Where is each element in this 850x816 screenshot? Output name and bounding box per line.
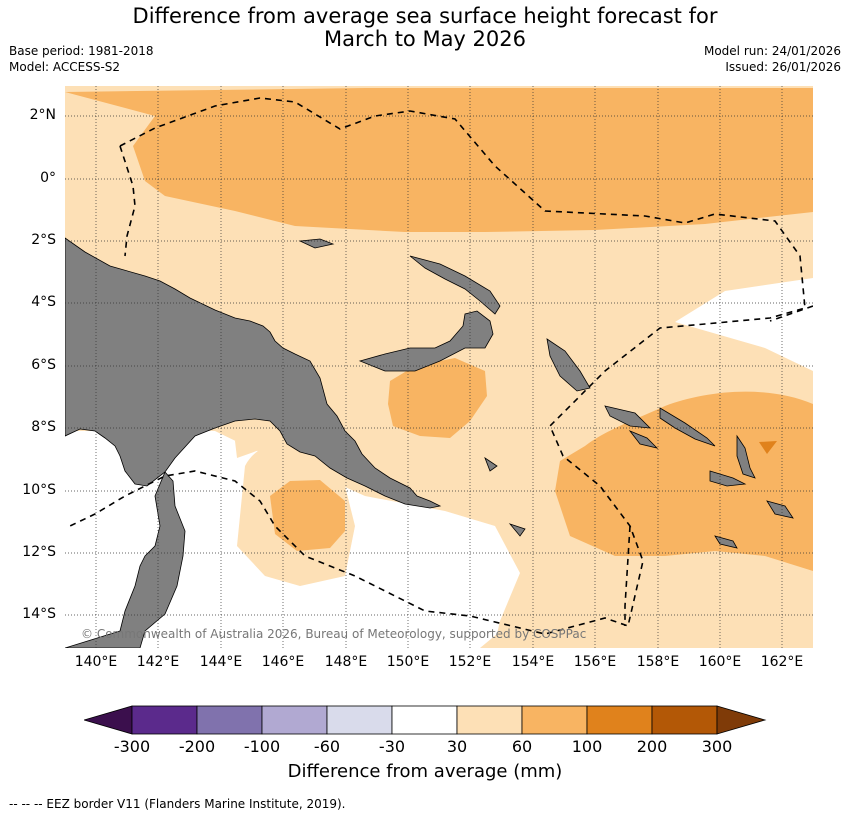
colorbar-tick-neg300: -300 bbox=[113, 737, 151, 756]
eez-border-east bbox=[769, 305, 813, 322]
lat-label-6s: 6°S bbox=[31, 357, 56, 373]
colorbar-tick-neg100: -100 bbox=[243, 737, 281, 756]
meta-left: Base period: 1981-2018 Model: ACCESS-S2 bbox=[9, 43, 154, 75]
lon-label-140e: 140°E bbox=[74, 654, 118, 670]
lon-label-148e: 148°E bbox=[324, 654, 368, 670]
colorbar-extend-low bbox=[84, 705, 133, 735]
lat-label-8s: 8°S bbox=[31, 419, 56, 435]
colorbar-tick-300: 300 bbox=[701, 737, 733, 756]
very-high-spot bbox=[759, 441, 777, 454]
cape-york-peninsula bbox=[65, 471, 186, 648]
colorbar-cell bbox=[586, 705, 653, 735]
title-line-1: Difference from average sea surface heig… bbox=[132, 4, 718, 28]
lat-label-2n: 2°N bbox=[29, 107, 56, 123]
lon-label-154e: 154°E bbox=[511, 654, 555, 670]
colorbar-extend-high bbox=[716, 705, 767, 735]
lon-label-144e: 144°E bbox=[199, 654, 243, 670]
colorbar-tick-30: 30 bbox=[446, 737, 468, 756]
neutral-region-east bbox=[675, 278, 813, 371]
graticule bbox=[65, 86, 813, 648]
colorbar-cell bbox=[521, 705, 588, 735]
colorbar bbox=[84, 705, 767, 735]
lat-label-0: 0° bbox=[40, 170, 56, 186]
lon-label-158e: 158°E bbox=[636, 654, 680, 670]
copyright-notice: © Commonwealth of Australia 2026, Bureau… bbox=[81, 627, 586, 641]
issued-date: Issued: 26/01/2026 bbox=[725, 60, 841, 74]
moderate-region-se bbox=[575, 616, 813, 648]
small-island-4 bbox=[484, 456, 498, 472]
model-name: Model: ACCESS-S2 bbox=[9, 60, 121, 74]
lon-label-146e: 146°E bbox=[261, 654, 305, 670]
colorbar-tick-100: 100 bbox=[571, 737, 603, 756]
eez-borders bbox=[69, 97, 813, 635]
small-island-3 bbox=[714, 535, 738, 549]
high-region-solomons bbox=[555, 391, 813, 571]
colorbar-cells bbox=[84, 705, 767, 735]
new-ireland-island bbox=[409, 255, 501, 315]
colorbar-cell bbox=[651, 705, 718, 735]
small-island-2 bbox=[766, 500, 794, 519]
colorbar-tick-neg200: -200 bbox=[178, 737, 216, 756]
meta-right: Model run: 24/01/2026 Issued: 26/01/2026 bbox=[704, 43, 841, 75]
lon-label-152e: 152°E bbox=[448, 654, 492, 670]
lat-label-10s: 10°S bbox=[22, 482, 56, 498]
new-britain-island bbox=[358, 310, 494, 372]
lat-label-2s: 2°S bbox=[31, 232, 56, 248]
base-period: Base period: 1981-2018 bbox=[9, 44, 154, 58]
eez-border-solomon bbox=[624, 525, 631, 626]
colorbar-cell bbox=[196, 705, 263, 735]
colorbar-cell bbox=[391, 705, 458, 735]
title-line-2: March to May 2026 bbox=[324, 27, 526, 51]
sea-height-map: © Commonwealth of Australia 2026, Bureau… bbox=[65, 86, 813, 648]
eez-border-west bbox=[119, 145, 136, 257]
model-run: Model run: 24/01/2026 bbox=[703, 44, 841, 58]
colorbar-tick-neg60: -60 bbox=[313, 737, 341, 756]
guadalcanal-island bbox=[628, 430, 659, 449]
colorbar-cell bbox=[326, 705, 393, 735]
colorbar-tick-neg30: -30 bbox=[378, 737, 406, 756]
eez-footnote: -- -- -- EEZ border V11 (Flanders Marine… bbox=[9, 797, 346, 811]
colorbar-tick-200: 200 bbox=[636, 737, 668, 756]
high-region-solomon-sea bbox=[388, 358, 487, 438]
colorbar-title: Difference from average (mm) bbox=[287, 761, 563, 782]
colorbar-cell bbox=[261, 705, 328, 735]
lon-label-142e: 142°E bbox=[136, 654, 180, 670]
lat-label-4s: 4°S bbox=[31, 294, 56, 310]
eez-border-png bbox=[69, 97, 806, 635]
colorbar-cell bbox=[456, 705, 523, 735]
lon-label-160e: 160°E bbox=[698, 654, 742, 670]
santa-isabel-island bbox=[604, 405, 652, 429]
lon-label-162e: 162°E bbox=[760, 654, 804, 670]
colorbar-tick-60: 60 bbox=[511, 737, 533, 756]
bougainville-island bbox=[546, 338, 591, 392]
lon-label-156e: 156°E bbox=[573, 654, 617, 670]
high-region-north bbox=[65, 88, 813, 232]
small-island-1 bbox=[736, 434, 756, 479]
lat-label-14s: 14°S bbox=[22, 606, 56, 622]
small-island-5 bbox=[508, 523, 526, 537]
malaita-island bbox=[659, 407, 716, 447]
lon-label-150e: 150°E bbox=[386, 654, 430, 670]
colorbar-cell bbox=[131, 705, 198, 735]
makira-island bbox=[709, 470, 747, 487]
high-region-coral-sea bbox=[270, 480, 345, 551]
lat-label-12s: 12°S bbox=[22, 544, 56, 560]
